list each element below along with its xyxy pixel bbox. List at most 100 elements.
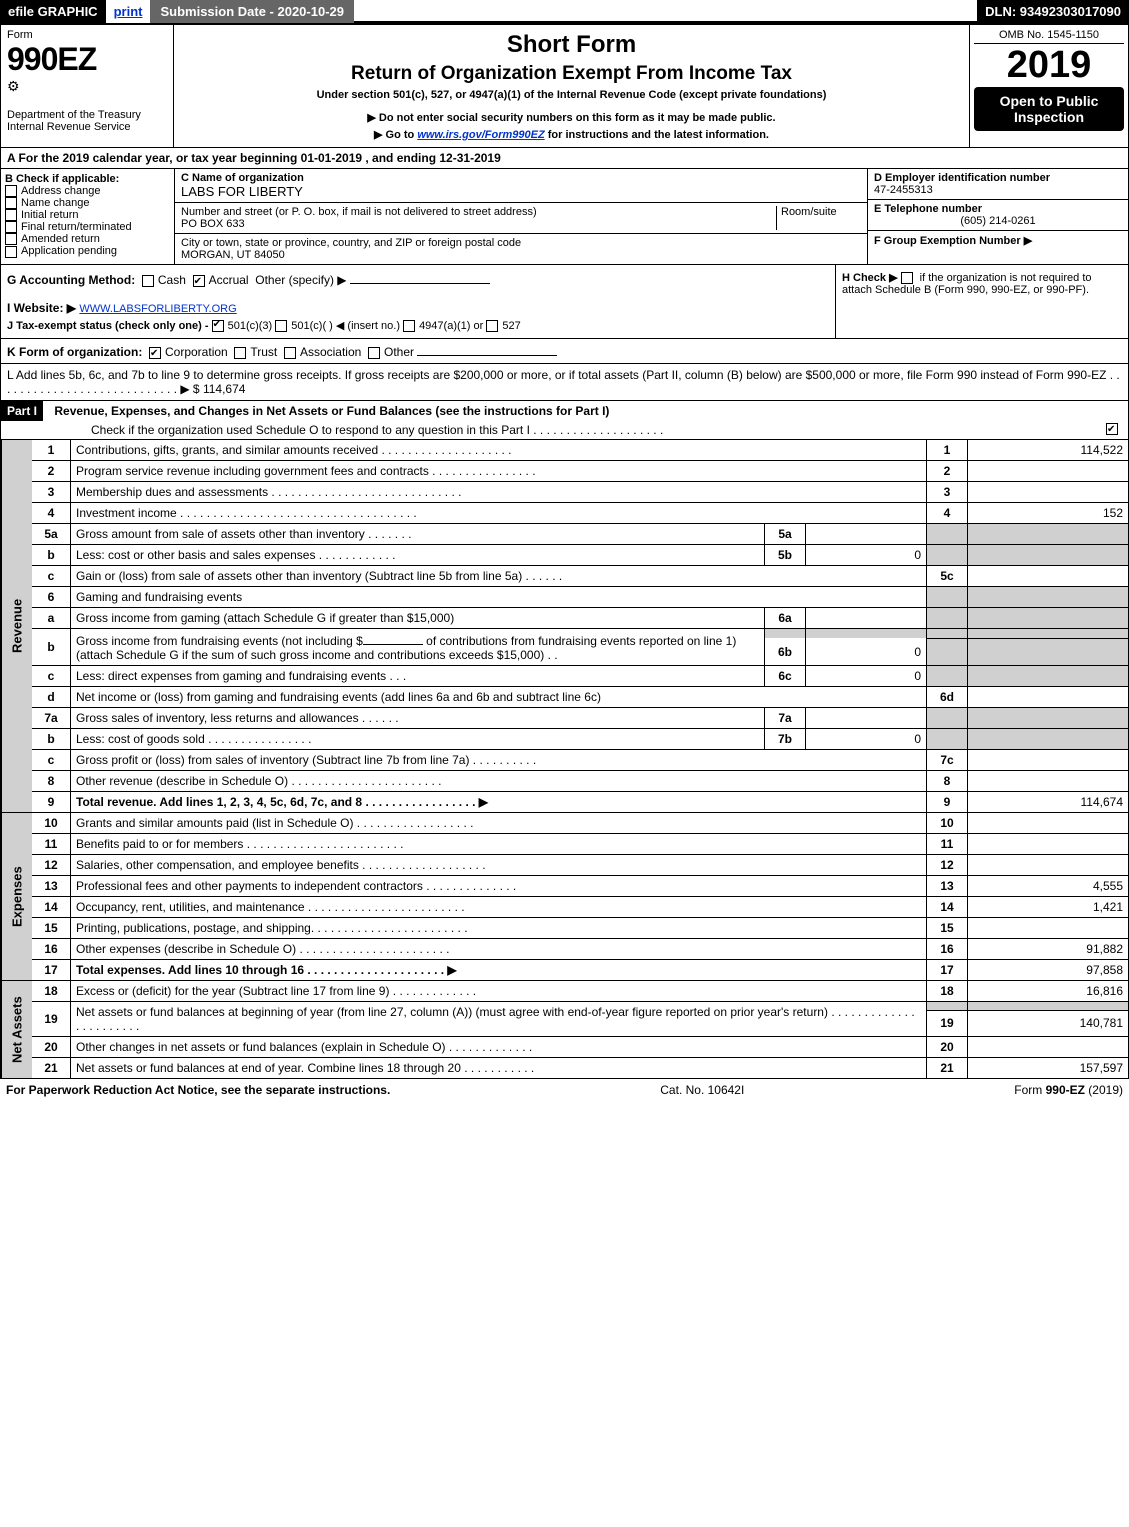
net-assets-table: 18Excess or (deficit) for the year (Subt… — [32, 981, 1128, 1078]
line-21-amt: 157,597 — [968, 1058, 1129, 1079]
h-col: H Check ▶ if the organization is not req… — [835, 265, 1128, 338]
j-501c: 501(c)( ) ◀ (insert no.) — [291, 320, 400, 332]
line-6b-desc: Gross income from fundraising events (no… — [71, 629, 765, 666]
j-4947: 4947(a)(1) or — [419, 320, 483, 332]
g-row: G Accounting Method: Cash Accrual Other … — [7, 271, 829, 287]
line-18-desc: Excess or (deficit) for the year (Subtra… — [71, 981, 927, 1002]
checkbox-amended-return[interactable] — [5, 233, 17, 245]
irs-link[interactable]: www.irs.gov/Form990EZ — [417, 129, 544, 141]
checkbox-trust[interactable] — [234, 347, 246, 359]
g-other-field[interactable] — [350, 271, 490, 284]
line-6c-boxv: 0 — [806, 666, 927, 687]
opt-address: Address change — [21, 185, 101, 197]
checkbox-other[interactable] — [368, 347, 380, 359]
j-527: 527 — [502, 320, 520, 332]
checkbox-final-return[interactable] — [5, 221, 17, 233]
checkbox-h[interactable] — [901, 272, 913, 284]
form-number: 990EZ — [7, 41, 167, 78]
street-label: Number and street (or P. O. box, if mail… — [181, 206, 776, 218]
checkbox-association[interactable] — [284, 347, 296, 359]
k-other: Other — [384, 345, 414, 359]
line-7a-box: 7a — [765, 708, 806, 729]
city-value: MORGAN, UT 84050 — [181, 249, 861, 261]
line-7b-box: 7b — [765, 729, 806, 750]
line-9-amt: 114,674 — [968, 792, 1129, 813]
d-label: D Employer identification number — [874, 172, 1122, 184]
j-row: J Tax-exempt status (check only one) - 5… — [7, 319, 829, 332]
line-6-desc: Gaming and fundraising events — [71, 587, 927, 608]
line-16-desc: Other expenses (describe in Schedule O) … — [71, 939, 927, 960]
print-link[interactable]: print — [106, 0, 151, 23]
line-14-desc: Occupancy, rent, utilities, and maintena… — [71, 897, 927, 918]
line-1-desc: Contributions, gifts, grants, and simila… — [71, 440, 927, 461]
checkbox-527[interactable] — [486, 320, 498, 332]
checkbox-4947[interactable] — [403, 320, 415, 332]
line-16-amt: 91,882 — [968, 939, 1129, 960]
line-21-desc: Net assets or fund balances at end of ye… — [71, 1058, 927, 1079]
checkbox-name-change[interactable] — [5, 197, 17, 209]
year-box: OMB No. 1545-1150 2019 Open to Public In… — [970, 25, 1128, 147]
line-11-desc: Benefits paid to or for members . . . . … — [71, 834, 927, 855]
line-8-amt — [968, 771, 1129, 792]
title-main: Short Form — [184, 31, 959, 59]
net-assets-section: Net Assets 18Excess or (deficit) for the… — [0, 981, 1129, 1079]
section-b: B Check if applicable: Address change Na… — [1, 169, 175, 264]
line-15-desc: Printing, publications, postage, and shi… — [71, 918, 927, 939]
line-6d-amt — [968, 687, 1129, 708]
room-label: Room/suite — [776, 206, 861, 230]
k-corp: Corporation — [165, 345, 228, 359]
line-1-amt: 114,522 — [968, 440, 1129, 461]
line-5b-boxv: 0 — [806, 545, 927, 566]
line-20-amt — [968, 1037, 1129, 1058]
city-label: City or town, state or province, country… — [181, 237, 861, 249]
line-12-amt — [968, 855, 1129, 876]
g-label: G Accounting Method: — [7, 273, 135, 287]
line-6a-box: 6a — [765, 608, 806, 629]
line-7c-amt — [968, 750, 1129, 771]
website-link[interactable]: WWW.LABSFORLIBERTY.ORG — [79, 303, 236, 315]
b-label: B Check if applicable: — [5, 173, 170, 185]
checkbox-501c3[interactable] — [212, 320, 224, 332]
line-17-amt: 97,858 — [968, 960, 1129, 981]
opt-final: Final return/terminated — [21, 221, 132, 233]
checkbox-501c[interactable] — [275, 320, 287, 332]
opt-initial: Initial return — [21, 209, 78, 221]
net-assets-tab: Net Assets — [1, 981, 32, 1078]
checkbox-address-change[interactable] — [5, 185, 17, 197]
line-6c-box: 6c — [765, 666, 806, 687]
e-label: E Telephone number — [874, 203, 1122, 215]
checkbox-application-pending[interactable] — [5, 246, 17, 258]
line-10-desc: Grants and similar amounts paid (list in… — [71, 813, 927, 834]
k-other-field[interactable] — [417, 343, 557, 356]
part1-title: Revenue, Expenses, and Changes in Net As… — [46, 404, 609, 418]
line-13-amt: 4,555 — [968, 876, 1129, 897]
opt-amended: Amended return — [21, 233, 100, 245]
line-5a-boxv — [806, 524, 927, 545]
efile-label: efile GRAPHIC — [0, 0, 106, 23]
checkbox-corporation[interactable] — [149, 347, 161, 359]
line-6a-desc: Gross income from gaming (attach Schedul… — [71, 608, 765, 629]
dln-label: DLN: 93492303017090 — [977, 0, 1129, 23]
footer-form: Form 990-EZ (2019) — [1014, 1083, 1123, 1097]
line-7b-desc: Less: cost of goods sold . . . . . . . .… — [71, 729, 765, 750]
title-box: Short Form Return of Organization Exempt… — [174, 25, 970, 147]
line-5c-desc: Gain or (loss) from sale of assets other… — [71, 566, 927, 587]
checkbox-accrual[interactable] — [193, 275, 205, 287]
line-6b-boxv: 0 — [806, 638, 927, 666]
line-7b-boxv: 0 — [806, 729, 927, 750]
section-def: D Employer identification number 47-2455… — [868, 169, 1128, 264]
checkbox-initial-return[interactable] — [5, 209, 17, 221]
department-label: Department of the Treasury — [7, 109, 167, 121]
line-6a-boxv — [806, 608, 927, 629]
line-6b-blank[interactable] — [363, 632, 423, 645]
line-5b-box: 5b — [765, 545, 806, 566]
line-6b-pre: Gross income from fundraising events (no… — [76, 634, 363, 648]
section-ghij: G Accounting Method: Cash Accrual Other … — [0, 265, 1129, 339]
checkbox-cash[interactable] — [142, 275, 154, 287]
h-label: H Check ▶ — [842, 272, 898, 284]
line-6b-box: 6b — [765, 638, 806, 666]
checkbox-sched-o[interactable] — [1106, 423, 1118, 435]
line-6d-desc: Net income or (loss) from gaming and fun… — [71, 687, 927, 708]
ssn-warning: ▶ Do not enter social security numbers o… — [184, 111, 959, 124]
e-phone: (605) 214-0261 — [874, 215, 1122, 227]
